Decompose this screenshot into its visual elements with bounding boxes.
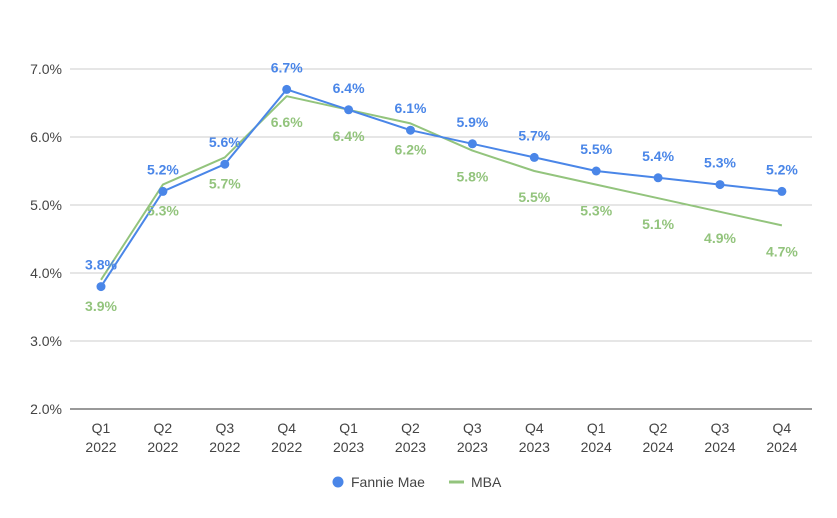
x-tick-label: Q1 2022 (85, 420, 116, 455)
x-tick-label: Q2 2024 (643, 420, 674, 455)
data-label-mba: 5.5% (518, 189, 550, 205)
series-lines (100, 88, 783, 288)
series-line-mba (100, 95, 783, 281)
data-label-fannie-mae: 5.4% (642, 148, 674, 164)
data-label-mba: 5.3% (147, 203, 179, 219)
data-label-fannie-mae: 5.6% (209, 134, 241, 150)
data-label-mba: 6.2% (395, 141, 427, 157)
data-label-fannie-mae: 3.8% (85, 257, 117, 273)
data-point-fannie-mae (653, 173, 663, 183)
x-axis-tick-labels: Q1 2022 Q2 2022 Q3 2022 Q4 2022 Q1 2023 Q2 2023 Q3 20… (85, 420, 797, 455)
data-point-fannie-mae (777, 186, 787, 196)
x-tick-label: Q3 2022 (209, 420, 240, 455)
data-label-mba: 4.7% (766, 243, 798, 259)
data-label-fannie-mae: 5.5% (580, 141, 612, 157)
data-label-mba: 5.1% (642, 216, 674, 232)
gridlines (70, 68, 812, 410)
data-label-mba: 4.9% (704, 230, 736, 246)
data-point-fannie-mae (529, 152, 539, 162)
data-label-fannie-mae: 5.9% (456, 114, 488, 130)
y-tick-label: 2.0% (30, 401, 62, 417)
data-point-fannie-mae (467, 139, 477, 149)
x-tick-label: Q4 2023 (519, 420, 550, 455)
data-point-fannie-mae (96, 282, 106, 292)
data-label-mba: 6.4% (333, 128, 365, 144)
series-line-fannie-mae (100, 88, 783, 288)
series-points (96, 84, 787, 292)
data-label-mba: 5.3% (580, 203, 612, 219)
data-point-fannie-mae (220, 159, 230, 169)
y-tick-label: 6.0% (30, 129, 62, 145)
legend-label-fannie-mae: Fannie Mae (351, 474, 425, 490)
data-label-fannie-mae: 5.2% (147, 161, 179, 177)
data-label-mba: 5.8% (456, 169, 488, 185)
y-tick-label: 3.0% (30, 333, 62, 349)
x-tick-label: Q2 2022 (147, 420, 178, 455)
data-label-fannie-mae: 5.2% (766, 161, 798, 177)
x-tick-label: Q1 2023 (333, 420, 364, 455)
legend-marker-fannie-mae (332, 476, 344, 488)
data-label-fannie-mae: 6.1% (395, 100, 427, 116)
data-point-fannie-mae (406, 125, 415, 135)
data-point-fannie-mae (715, 180, 725, 190)
data-label-fannie-mae: 5.7% (518, 127, 550, 143)
x-tick-label: Q1 2024 (581, 420, 612, 455)
data-label-mba: 6.6% (271, 114, 303, 130)
data-point-fannie-mae (282, 84, 292, 94)
legend: Fannie Mae MBA (332, 474, 502, 490)
y-tick-label: 5.0% (30, 197, 62, 213)
x-tick-label: Q4 2024 (766, 420, 797, 455)
data-point-fannie-mae (158, 186, 168, 196)
data-labels: 3.8% 5.2% 5.6% 6.7% 6.4% 6.1% 5.9% 5.7% 5.5% 5.4%… (85, 59, 798, 313)
legend-label-mba: MBA (471, 474, 502, 490)
data-point-fannie-mae (344, 105, 354, 115)
x-tick-label: Q3 2023 (457, 420, 488, 455)
y-tick-label: 4.0% (30, 265, 62, 281)
data-label-fannie-mae: 5.3% (704, 155, 736, 171)
data-label-mba: 3.9% (85, 298, 117, 314)
y-tick-label: 7.0% (30, 61, 62, 77)
data-label-mba: 5.7% (209, 175, 241, 191)
x-tick-label: Q3 2024 (704, 420, 735, 455)
data-label-fannie-mae: 6.7% (271, 59, 303, 75)
x-tick-label: Q4 2022 (271, 420, 302, 455)
data-point-fannie-mae (591, 166, 601, 176)
data-label-fannie-mae: 6.4% (333, 80, 365, 96)
y-axis-tick-labels: 2.0% 3.0% 4.0% 5.0% 6.0% 7.0% (30, 61, 62, 417)
x-tick-label: Q2 2023 (395, 420, 426, 455)
